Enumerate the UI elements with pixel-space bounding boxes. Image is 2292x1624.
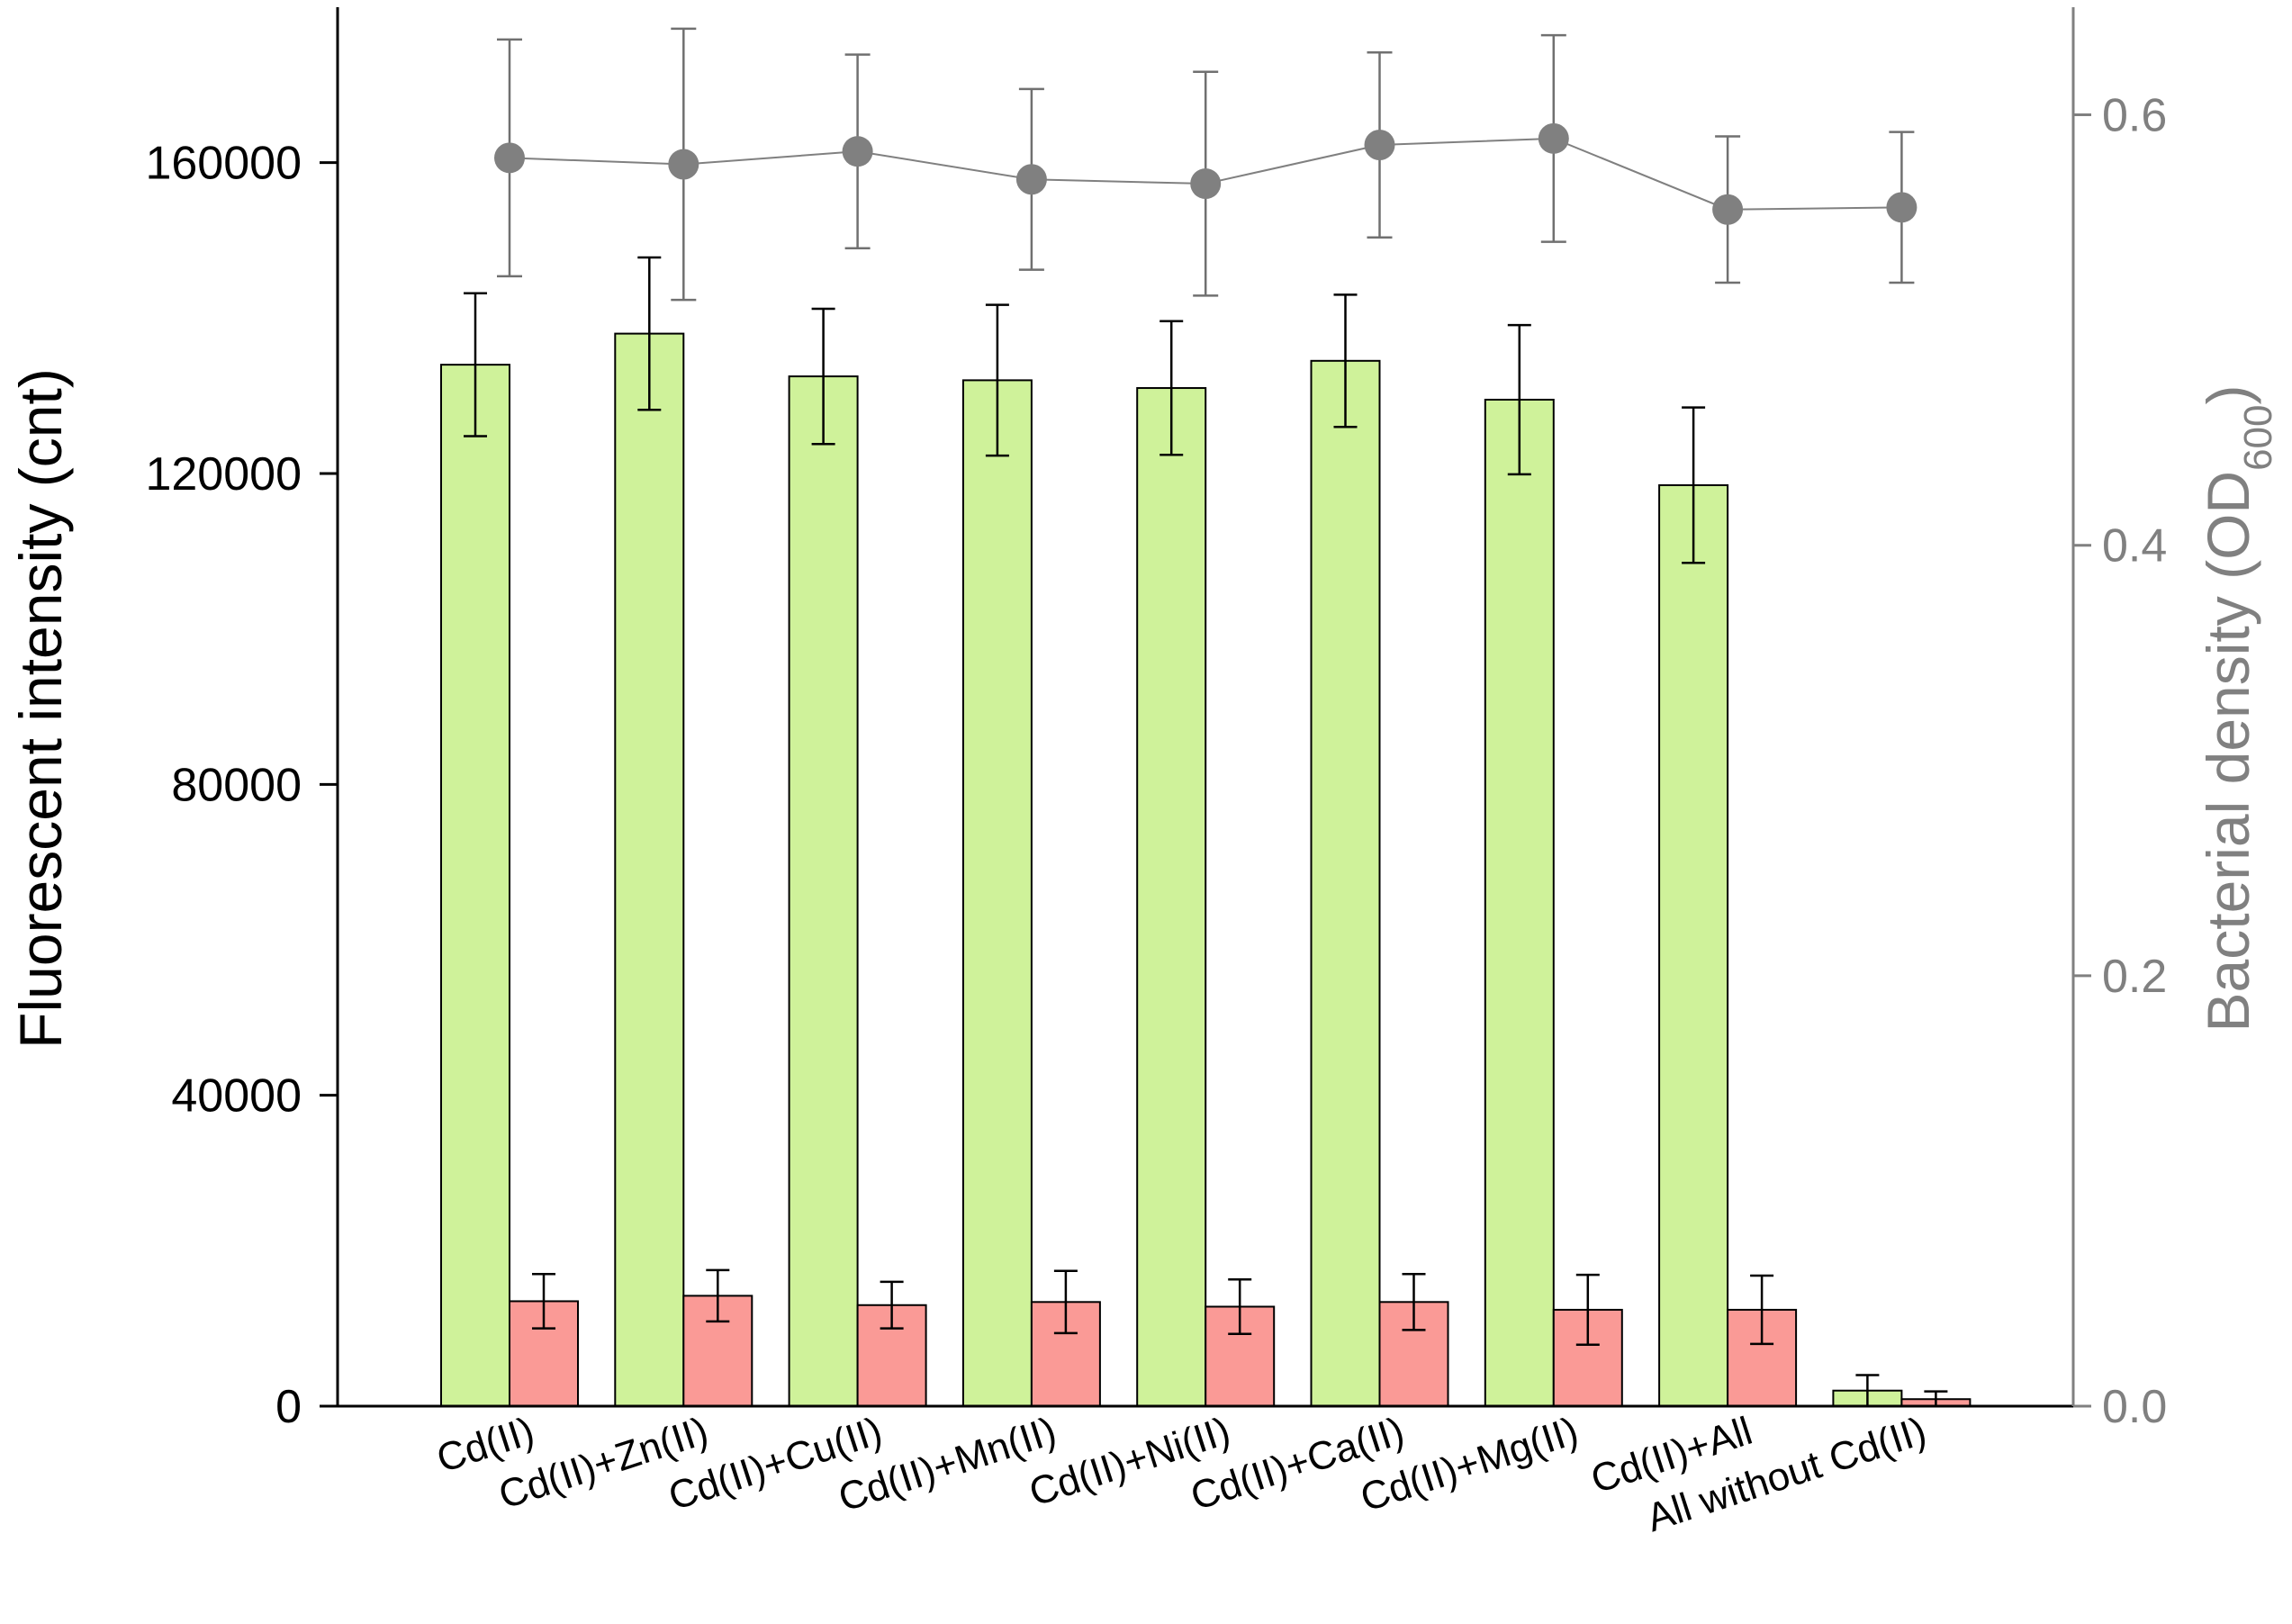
bars-layer (440, 256, 1972, 1408)
od-point-7 (1538, 122, 1569, 154)
errorbar-s1-5 (1160, 320, 1184, 456)
y2-tick-label-4: 0.6 (2102, 90, 2167, 142)
od-point-4 (1015, 164, 1047, 195)
bar-s1-3 (788, 375, 859, 1407)
od-point-9 (1886, 192, 1918, 223)
y2-axis-title-main: Bacterial density (OD (2195, 471, 2261, 1033)
errorbar-s1-4 (985, 303, 1009, 457)
errorbar-s1-8 (1682, 406, 1706, 564)
bar-s1-2 (614, 332, 685, 1408)
od-line-layer (494, 27, 1918, 302)
od-point-8 (1712, 194, 1744, 225)
bar-s1-8 (1658, 483, 1729, 1407)
y2-tick-label-2: 0.2 (2102, 951, 2167, 1003)
errorbar-s1-3 (811, 307, 835, 446)
errorbar-s2-8 (1750, 1274, 1774, 1346)
y2-axis-title-end: ) (2195, 385, 2261, 405)
errorbar-s1-1 (464, 292, 487, 438)
y2-axis-title: Bacterial density (OD600) (2195, 385, 2280, 1033)
errorbar-s2-7 (1575, 1273, 1600, 1347)
bar-s1-4 (961, 379, 1033, 1407)
od-point-1 (494, 142, 525, 174)
errorbar-s2-3 (880, 1280, 904, 1330)
y-tick-label-3: 80000 (171, 759, 302, 811)
od-point-6 (1364, 130, 1395, 161)
errorbar-s2-4 (1053, 1269, 1078, 1335)
od-point-5 (1190, 168, 1222, 200)
errorbar-s2-5 (1228, 1278, 1252, 1335)
y-tick-label-2: 40000 (171, 1070, 302, 1123)
y2-tick-label-3: 0.4 (2102, 520, 2167, 573)
bar-s2-2 (682, 1295, 753, 1407)
y2-tick-label-1: 0.0 (2102, 1381, 2167, 1433)
axes-layer (320, 7, 2091, 1408)
bar-s1-1 (440, 364, 510, 1408)
errorbar-s2-1 (532, 1272, 555, 1330)
y-tick-label-5: 160000 (145, 138, 302, 190)
y-axis-title: Fluorescent intensity (cnt) (7, 368, 74, 1049)
errorbar-s1-2 (637, 256, 662, 411)
od-point-2 (668, 149, 699, 180)
y-tick-label-4: 120000 (145, 448, 302, 501)
od-point-3 (842, 136, 873, 167)
errorbar-s2-6 (1402, 1272, 1426, 1331)
bar-s1-7 (1484, 398, 1555, 1408)
errorbar-s1-7 (1507, 323, 1531, 476)
y2-axis-title-subscript: 600 (2236, 405, 2280, 471)
errorbar-s1-6 (1333, 293, 1358, 429)
bar-s1-6 (1310, 359, 1381, 1408)
errorbar-s2-2 (706, 1268, 730, 1323)
y-tick-label-1: 0 (275, 1381, 302, 1433)
bar-s1-5 (1136, 387, 1207, 1407)
